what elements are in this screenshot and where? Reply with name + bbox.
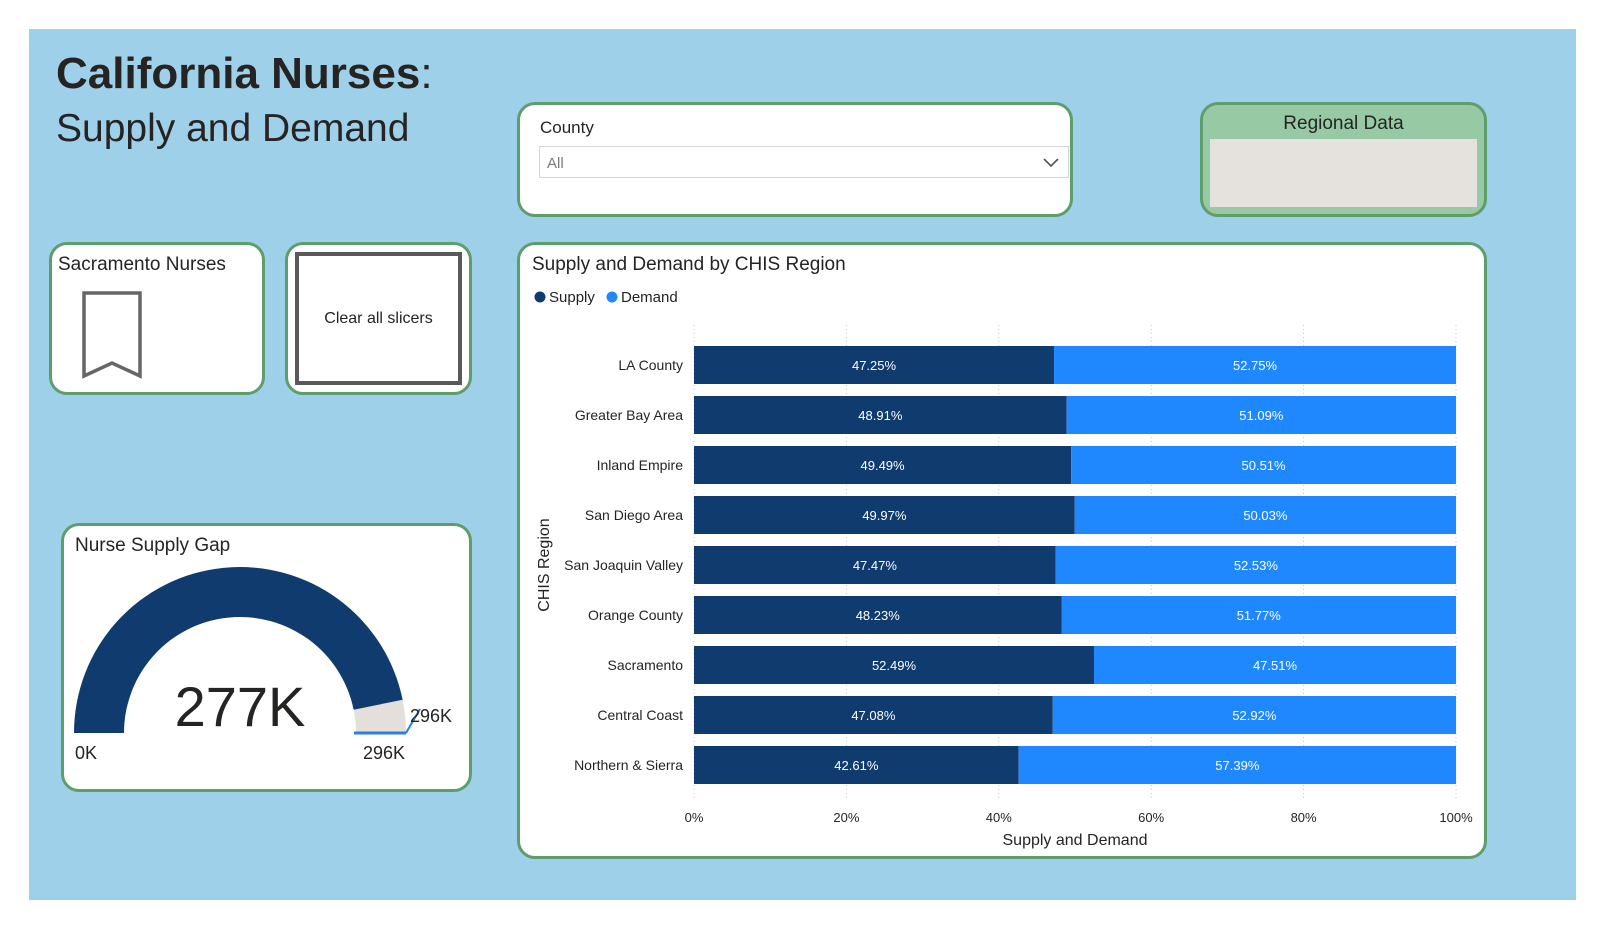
bar-supply xyxy=(694,396,1067,434)
x-tick-label: 80% xyxy=(1291,810,1317,825)
data-label-demand: 51.77% xyxy=(1237,608,1282,623)
data-label-supply: 47.47% xyxy=(853,558,898,573)
data-label-supply: 48.23% xyxy=(856,608,901,623)
county-dropdown[interactable]: All xyxy=(539,146,1069,178)
data-label-supply: 49.97% xyxy=(862,508,907,523)
clear-all-slicers-button[interactable]: Clear all slicers xyxy=(295,252,462,385)
bar-supply xyxy=(694,646,1094,684)
data-label-demand: 52.92% xyxy=(1232,708,1277,723)
county-slicer: County All xyxy=(517,102,1073,217)
bar-demand xyxy=(1054,346,1456,384)
gauge-title: Nurse Supply Gap xyxy=(75,535,231,556)
y-axis-title: CHIS Region xyxy=(536,518,553,611)
x-tick-label: 0% xyxy=(685,810,704,825)
clear-slicers-card: Clear all slicers xyxy=(285,242,472,395)
category-label: Greater Bay Area xyxy=(575,407,683,423)
gauge-max-label: 296K xyxy=(363,743,405,763)
data-label-demand: 50.03% xyxy=(1243,508,1288,523)
category-label: Sacramento xyxy=(608,657,684,673)
bar-supply xyxy=(694,696,1053,734)
data-label-supply: 52.49% xyxy=(872,658,917,673)
x-tick-label: 20% xyxy=(833,810,859,825)
data-label-supply: 47.25% xyxy=(852,358,897,373)
data-label-demand: 52.53% xyxy=(1234,558,1279,573)
bar-demand xyxy=(1052,696,1456,734)
regional-data-body xyxy=(1210,139,1477,207)
bar-supply xyxy=(694,346,1055,384)
bar-demand xyxy=(1061,596,1456,634)
chart-title: Supply and Demand by CHIS Region xyxy=(532,254,846,275)
x-tick-label: 60% xyxy=(1138,810,1164,825)
county-dropdown-value: All xyxy=(547,155,564,172)
category-label: Northern & Sierra xyxy=(574,757,683,773)
nurse-supply-gap-card: Nurse Supply Gap 277K 0K 296K 296K xyxy=(61,523,472,792)
bookmark-icon[interactable] xyxy=(82,291,144,386)
gauge-value-label: 277K xyxy=(175,675,306,738)
sacramento-nurses-title: Sacramento Nurses xyxy=(58,254,226,275)
sacramento-nurses-card[interactable]: Sacramento Nurses xyxy=(49,242,265,395)
x-tick-label: 100% xyxy=(1439,810,1473,825)
data-label-demand: 51.09% xyxy=(1239,408,1284,423)
supply-demand-chart-card: Supply and Demand by CHIS Region 0% 20% 40… xyxy=(517,242,1487,859)
page-title: California Nurses: xyxy=(56,49,433,98)
bar-demand xyxy=(1074,496,1456,534)
gauge-target-marker xyxy=(405,708,421,734)
report-canvas: California Nurses: Supply and Demand Cou… xyxy=(29,29,1576,900)
regional-data-card: Regional Data xyxy=(1200,102,1487,217)
bar-supply xyxy=(694,596,1062,634)
category-label: San Diego Area xyxy=(585,507,683,523)
legend-marker-demand xyxy=(606,291,618,303)
legend-label-demand: Demand xyxy=(621,289,678,306)
legend-label-supply: Supply xyxy=(549,289,595,306)
data-label-supply: 49.49% xyxy=(861,458,906,473)
category-label: Central Coast xyxy=(597,707,683,723)
regional-data-title: Regional Data xyxy=(1283,113,1404,134)
data-label-demand: 57.39% xyxy=(1215,758,1260,773)
bar-supply xyxy=(694,746,1019,784)
gauge-min-label: 0K xyxy=(75,743,97,763)
category-label: Orange County xyxy=(588,607,683,623)
x-tick-label: 40% xyxy=(986,810,1012,825)
category-label: San Joaquin Valley xyxy=(564,557,683,573)
bar-demand xyxy=(1066,396,1456,434)
bar-demand xyxy=(1093,646,1456,684)
page-subtitle: Supply and Demand xyxy=(56,107,410,150)
gauge-remaining-arc xyxy=(353,699,406,733)
bar-supply xyxy=(694,496,1075,534)
x-axis-title: Supply and Demand xyxy=(1003,832,1148,849)
legend-marker-supply xyxy=(534,291,546,303)
gauge-chart: 277K 0K 296K 296K xyxy=(74,567,452,763)
gauge-value-arc xyxy=(74,567,403,733)
bar-supply xyxy=(694,546,1056,584)
chevron-down-icon xyxy=(1042,153,1060,176)
category-label: LA County xyxy=(618,357,683,373)
bar-chart: 0% 20% 40% 60% 80% 100% Supply Demand LA County 4… xyxy=(534,289,1473,849)
bar-supply xyxy=(694,446,1072,484)
data-label-demand: 47.51% xyxy=(1253,658,1298,673)
data-label-demand: 50.51% xyxy=(1242,458,1287,473)
bar-demand xyxy=(1018,746,1456,784)
data-label-supply: 47.08% xyxy=(851,708,896,723)
county-slicer-title: County xyxy=(540,118,594,137)
data-label-demand: 52.75% xyxy=(1233,358,1278,373)
gauge-target-label: 296K xyxy=(410,706,452,726)
bar-demand xyxy=(1055,546,1456,584)
data-label-supply: 48.91% xyxy=(858,408,903,423)
data-label-supply: 42.61% xyxy=(834,758,879,773)
bar-demand xyxy=(1071,446,1456,484)
category-label: Inland Empire xyxy=(597,457,684,473)
